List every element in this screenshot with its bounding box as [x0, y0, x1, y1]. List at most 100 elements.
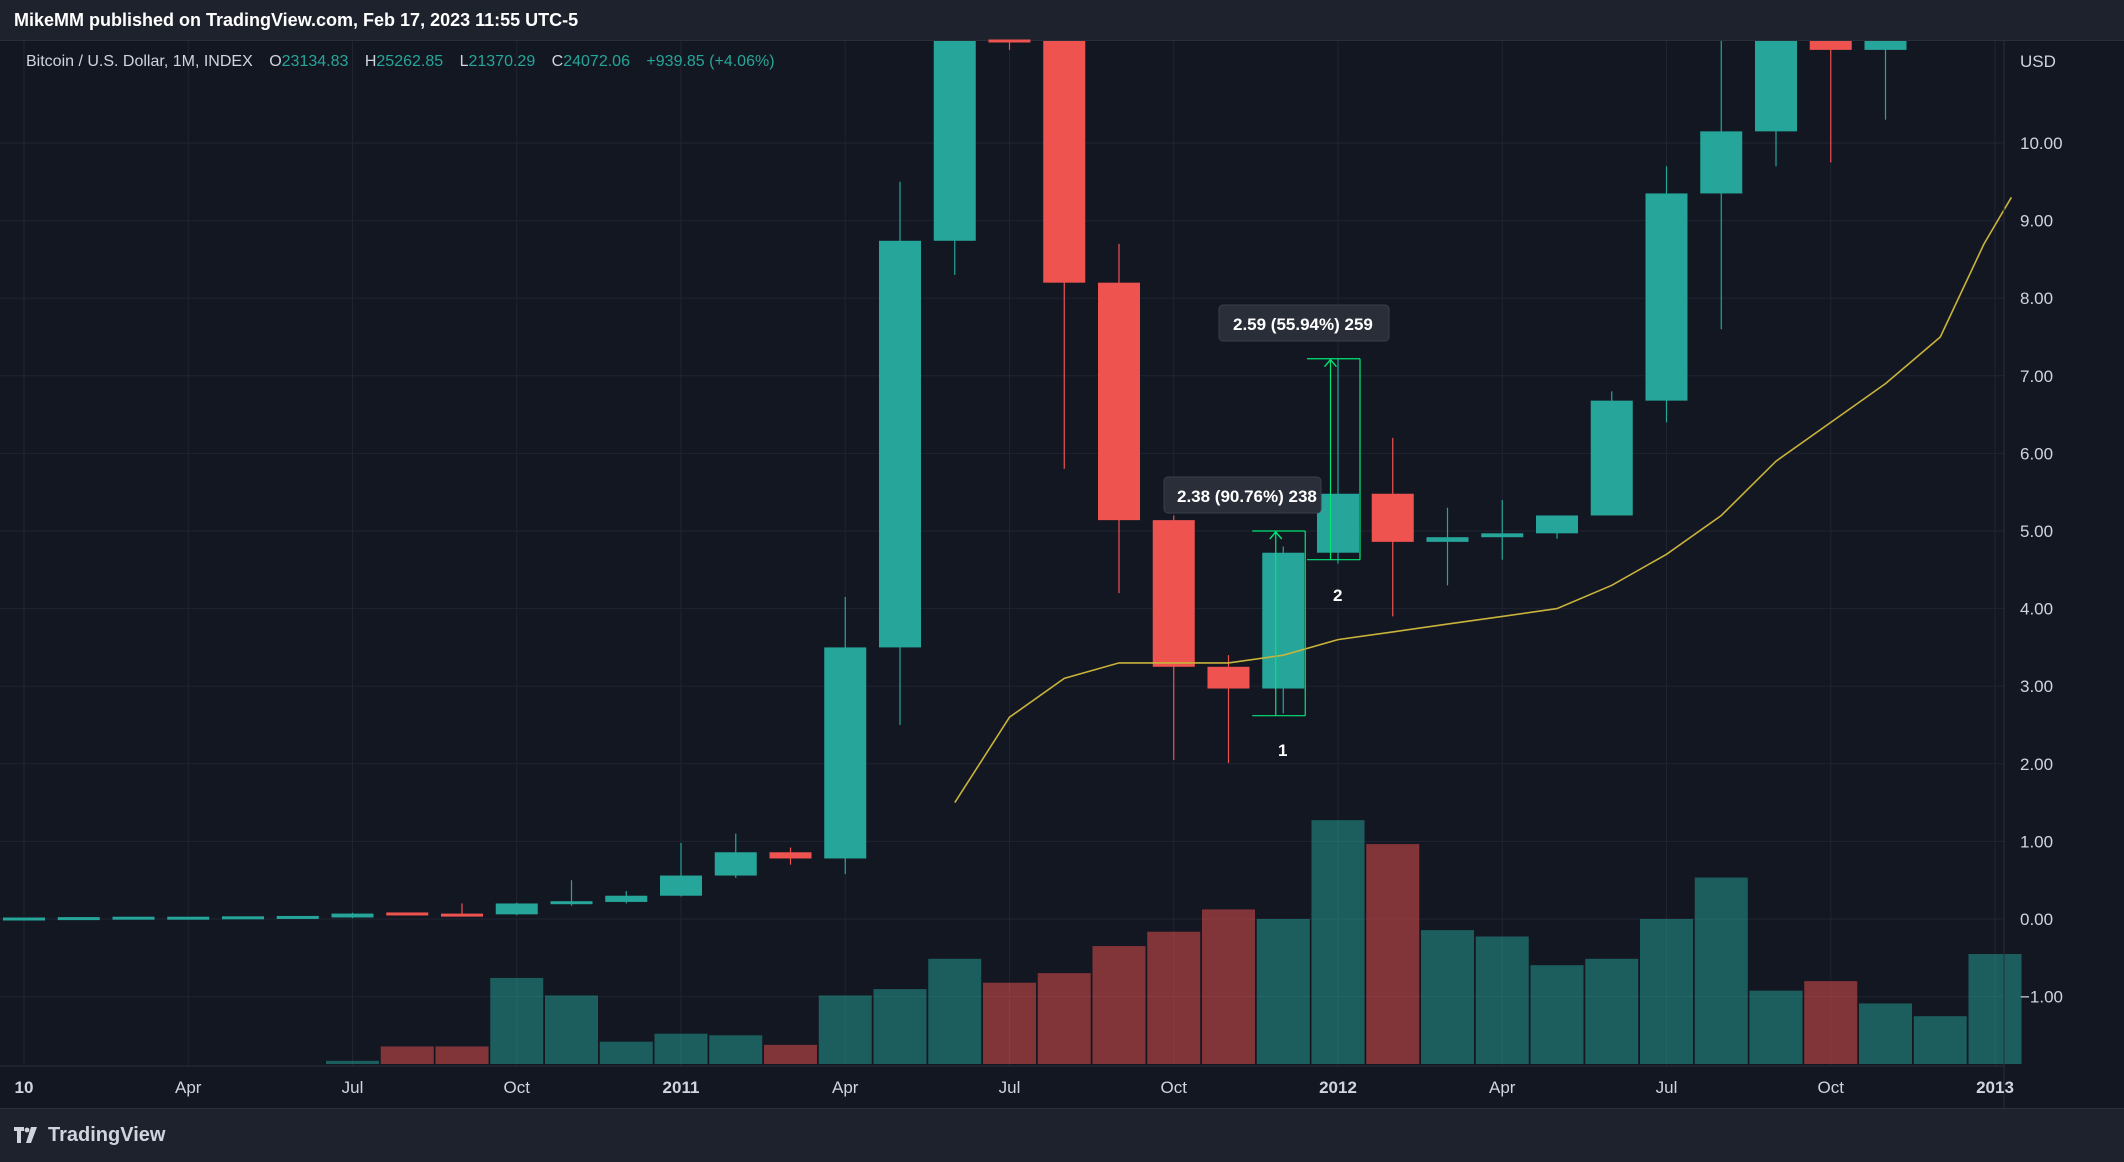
candle: [660, 842, 702, 897]
candle: [1152, 515, 1195, 760]
candle-body: [1700, 131, 1743, 194]
volume-bar: [1311, 820, 1365, 1064]
candle: [1536, 515, 1578, 539]
candle: [1700, 41, 1743, 330]
candle-body: [495, 903, 538, 915]
moving-average-line: [954, 196, 2013, 804]
candle-body: [222, 916, 264, 920]
volume-bar: [1256, 918, 1310, 1064]
candle: [1809, 41, 1852, 163]
volume-bar: [1640, 918, 1693, 1064]
candle: [112, 916, 155, 920]
time-tick-label: 10: [15, 1078, 34, 1097]
candle: [1371, 437, 1414, 617]
candle: [933, 41, 976, 275]
candle-body: [660, 875, 702, 896]
price-range-measure[interactable]: [1252, 530, 1306, 717]
change-value: +939.85 (+4.06%): [646, 53, 775, 70]
candle-body: [1809, 41, 1852, 50]
volume-bar: [1037, 973, 1091, 1064]
candles: [3, 39, 1907, 921]
candle: [1262, 546, 1305, 714]
candle-body: [1864, 41, 1907, 50]
measure-label-text: 2.59 (55.94%) 259: [1233, 315, 1373, 334]
measure-label-1[interactable]: 2.38 (90.76%) 238: [1163, 476, 1322, 514]
volume-bars: [326, 820, 2022, 1064]
candle-body: [714, 852, 757, 876]
volume-bar: [983, 982, 1036, 1064]
candle-body: [331, 913, 374, 918]
candle-body: [3, 917, 45, 921]
time-tick-label: Apr: [832, 1078, 859, 1097]
volume-bar: [1530, 965, 1584, 1064]
close-value: 24072.06: [563, 53, 630, 70]
symbol-legend: Bitcoin / U.S. Dollar, 1M, INDEX O23134.…: [26, 53, 775, 71]
low-label: L: [459, 53, 469, 70]
volume-bar: [1913, 1016, 1967, 1064]
price-tick-label: 2.00: [2020, 755, 2053, 774]
candle: [1426, 507, 1469, 586]
time-axis[interactable]: 10 Apr Jul Oct 2011 Apr Jul Oct 2012 Apr Jul Oct 201…: [0, 1065, 2014, 1097]
candle-body: [1317, 493, 1359, 553]
candle-body: [1755, 41, 1797, 132]
candle-body: [769, 852, 812, 859]
candle: [331, 912, 374, 919]
time-tick-label: Oct: [1161, 1078, 1188, 1097]
time-tick-label: Oct: [504, 1078, 531, 1097]
candle-body: [1590, 400, 1633, 516]
measure-label-2[interactable]: 2.59 (55.94%) 259: [1218, 304, 1390, 342]
time-tick-label: 2013: [1976, 1078, 2014, 1097]
candle: [605, 891, 648, 904]
time-tick-label: Jul: [1656, 1078, 1678, 1097]
candle-body: [1262, 552, 1305, 689]
candle-body: [605, 895, 648, 902]
price-range-measure[interactable]: [1307, 358, 1361, 561]
candle: [1864, 41, 1907, 120]
candle-body: [1371, 493, 1414, 542]
price-tick-label: 6.00: [2020, 444, 2053, 463]
candle: [441, 903, 483, 917]
volume-bar: [545, 995, 598, 1064]
candle-body: [879, 240, 921, 648]
candle: [3, 917, 45, 921]
candle-body: [167, 916, 210, 920]
time-tick-label: Jul: [999, 1078, 1021, 1097]
candle: [386, 912, 429, 916]
price-tick-label: 9.00: [2020, 212, 2053, 231]
high-label: H: [364, 53, 377, 70]
volume-bar: [873, 989, 927, 1064]
candle: [769, 847, 812, 865]
volume-bar: [1859, 1003, 1912, 1064]
measure-tools[interactable]: 2.38 (90.76%) 238 2.59 (55.94%) 259 1 2: [1163, 304, 1390, 760]
time-tick-label: Apr: [1489, 1078, 1516, 1097]
open-label: O: [269, 53, 282, 70]
volume-bar: [326, 1060, 379, 1064]
candle: [167, 916, 210, 920]
candle: [1207, 655, 1250, 764]
candle-body: [1098, 282, 1140, 521]
candle: [879, 181, 921, 725]
candle-body: [441, 913, 483, 917]
volume-bar: [599, 1041, 653, 1064]
candle-body: [988, 39, 1031, 43]
close-label: C: [551, 53, 564, 70]
volume-bar: [818, 995, 872, 1064]
price-chart[interactable]: 2.38 (90.76%) 238 2.59 (55.94%) 259 1 2 USD…: [0, 0, 2124, 1108]
volume-bar: [1421, 930, 1474, 1064]
price-tick-label: 3.00: [2020, 677, 2053, 696]
price-tick-label: 1.00: [2020, 832, 2053, 851]
candle: [550, 880, 593, 906]
candle: [714, 833, 757, 878]
volume-bar: [490, 977, 544, 1064]
low-value: 21370.29: [468, 53, 536, 70]
volume-bar: [435, 1046, 489, 1064]
volume-bar: [709, 1035, 763, 1064]
publisher-info: MikeMM published on TradingView.com, Feb…: [14, 10, 579, 30]
tradingview-logo-icon[interactable]: [14, 1125, 38, 1145]
price-axis[interactable]: USD 10.00 9.00 8.00 7.00 6.00 5.00 4.00 3.00 2.00…: [2003, 41, 2063, 1108]
tradingview-brand[interactable]: TradingView: [48, 1124, 166, 1146]
candle-body: [933, 41, 976, 241]
candle-body: [386, 912, 429, 916]
candle: [1645, 166, 1688, 423]
price-tick-label: 4.00: [2020, 600, 2053, 619]
